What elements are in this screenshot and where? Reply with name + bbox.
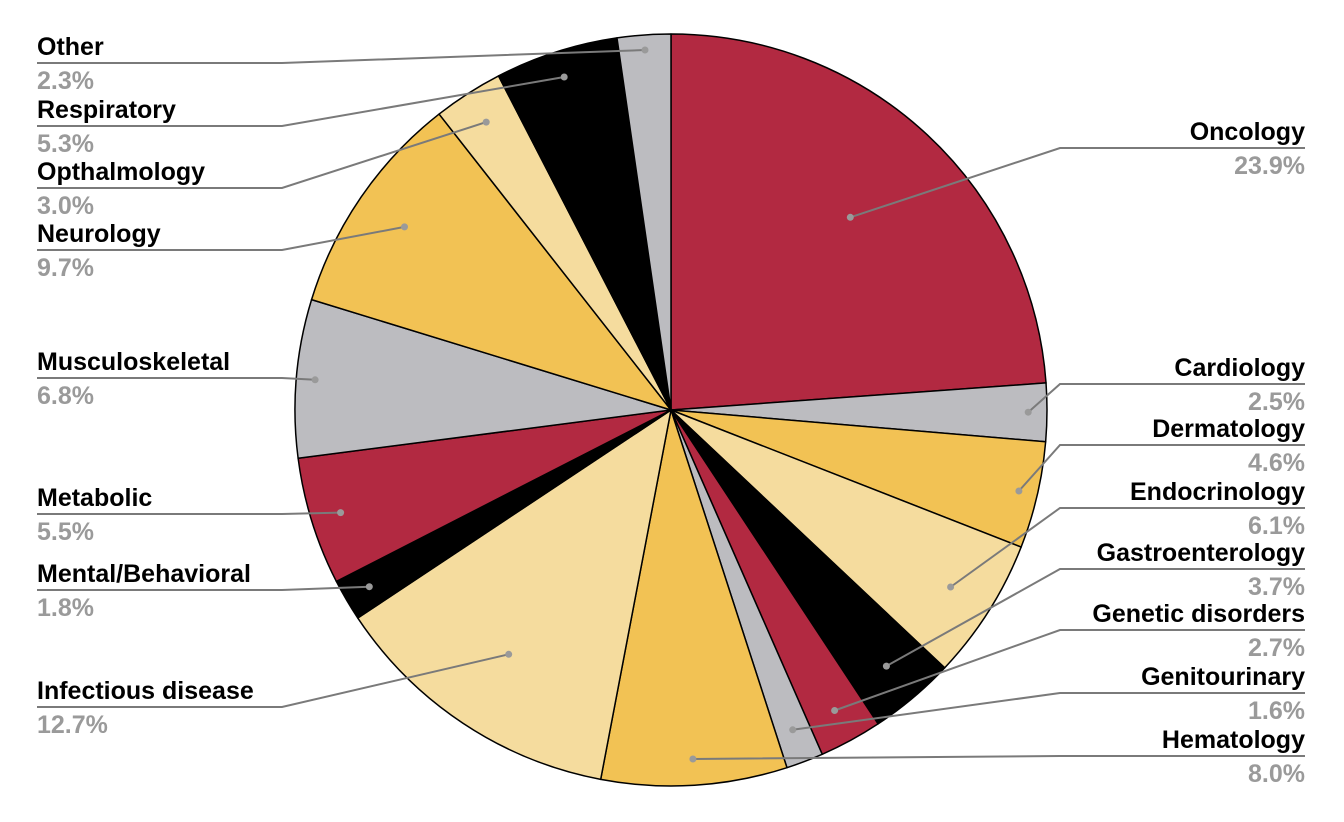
pie-slices — [294, 33, 1048, 787]
slice-percent-other: 2.3% — [37, 67, 94, 95]
leader-line-infectious-disease — [37, 653, 509, 708]
leader-line-opthalmology — [37, 121, 487, 189]
slice-percent-hematology: 8.0% — [1248, 760, 1305, 788]
leader-line-other — [37, 49, 646, 64]
pie-slice-infectious-disease — [357, 409, 672, 781]
slice-label-gastroenterology: Gastroenterology — [1097, 539, 1305, 567]
leader-line-endocrinology — [950, 507, 1305, 588]
leader-line-hematology — [692, 755, 1305, 760]
slice-labels: Oncology 23.9% Cardiology 2.5%Dermatology 4.… — [37, 33, 1305, 788]
leader-dot-gastroenterology — [882, 662, 890, 670]
slice-percent-genitourinary: 1.6% — [1248, 697, 1305, 725]
leader-dot-mental-behavioral — [365, 583, 373, 591]
leader-dot-other — [641, 46, 649, 54]
slice-percent-neurology: 9.7% — [37, 254, 94, 282]
slice-label-genetic-disorders: Genetic disorders — [1092, 600, 1305, 628]
slice-percent-respiratory: 5.3% — [37, 130, 94, 158]
pie-slice-metabolic — [297, 409, 672, 583]
slice-percent-endocrinology: 6.1% — [1248, 512, 1305, 540]
slice-label-oncology: Oncology — [1190, 118, 1305, 146]
leader-lines — [37, 46, 1305, 763]
leader-dot-infectious-disease — [505, 650, 513, 658]
leader-line-genitourinary — [792, 692, 1305, 731]
leader-dot-musculoskeletal — [311, 376, 319, 384]
leader-line-dermatology — [1018, 444, 1305, 492]
slice-percent-opthalmology: 3.0% — [37, 192, 94, 220]
slice-percent-genetic-disorders: 2.7% — [1248, 634, 1305, 662]
slice-percent-metabolic: 5.5% — [37, 518, 94, 546]
pie-slice-oncology — [670, 33, 1047, 411]
leader-dot-cardiology — [1024, 408, 1032, 416]
slice-label-respiratory: Respiratory — [37, 96, 176, 124]
slice-percent-cardiology: 2.5% — [1248, 388, 1305, 416]
leader-line-oncology — [849, 147, 1305, 219]
leader-dot-genetic-disorders — [831, 707, 839, 714]
slice-label-dermatology: Dermatology — [1152, 415, 1305, 443]
slice-label-musculoskeletal: Musculoskeletal — [37, 348, 230, 376]
leader-dot-metabolic — [337, 509, 345, 517]
slice-percent-oncology: 23.9% — [1234, 152, 1305, 180]
slice-percent-musculoskeletal: 6.8% — [37, 382, 94, 410]
leader-dot-genitourinary — [789, 726, 797, 734]
slice-label-genitourinary: Genitourinary — [1141, 663, 1305, 691]
leader-dot-opthalmology — [482, 118, 490, 126]
pie-slice-endocrinology — [670, 409, 1022, 669]
slice-percent-infectious-disease: 12.7% — [37, 711, 108, 739]
leader-line-musculoskeletal — [37, 377, 316, 381]
slice-label-infectious-disease: Infectious disease — [37, 677, 254, 705]
leader-line-gastroenterology — [885, 568, 1305, 667]
leader-line-neurology — [37, 225, 405, 251]
pie-slice-other — [616, 33, 672, 411]
pie-slice-hematology — [599, 409, 788, 787]
leader-dot-hematology — [689, 755, 697, 763]
pie-slice-neurology — [310, 113, 672, 411]
leader-line-respiratory — [37, 76, 565, 127]
leader-line-metabolic — [37, 511, 341, 515]
slice-label-neurology: Neurology — [37, 220, 161, 248]
slice-percent-mental-behavioral: 1.8% — [37, 594, 94, 622]
leader-line-mental-behavioral — [37, 585, 370, 591]
slice-label-other: Other — [37, 33, 104, 61]
slice-label-cardiology: Cardiology — [1174, 354, 1305, 382]
slice-label-endocrinology: Endocrinology — [1130, 478, 1305, 506]
slice-label-opthalmology: Opthalmology — [37, 158, 205, 186]
leader-dot-endocrinology — [947, 583, 955, 591]
slice-label-metabolic: Metabolic — [37, 484, 152, 512]
slice-percent-gastroenterology: 3.7% — [1248, 573, 1305, 601]
slice-label-mental-behavioral: Mental/Behavioral — [37, 560, 251, 588]
leader-line-genetic-disorders — [834, 629, 1305, 712]
slice-percent-dermatology: 4.6% — [1248, 449, 1305, 477]
leader-dot-respiratory — [560, 73, 568, 81]
slice-label-hematology: Hematology — [1162, 726, 1305, 754]
leader-dot-oncology — [846, 213, 854, 221]
leader-dot-dermatology — [1015, 487, 1023, 495]
leader-dot-neurology — [401, 223, 408, 231]
leader-line-cardiology — [1027, 383, 1305, 413]
